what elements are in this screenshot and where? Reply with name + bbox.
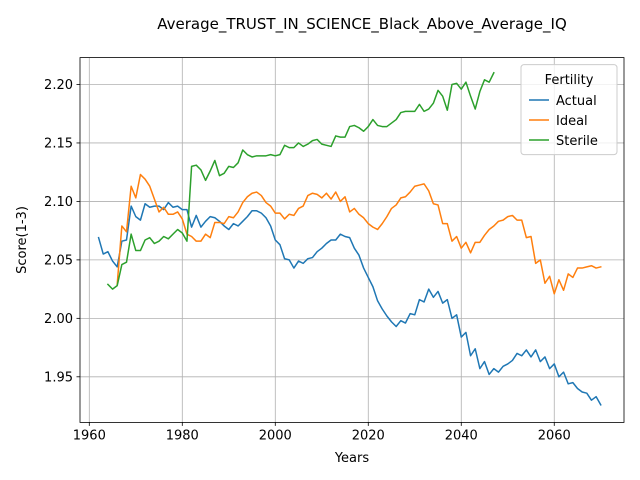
y-axis: 1.95 2.00 2.05 2.10 2.15 2.20 <box>44 78 80 385</box>
x-tick-label: 2040 <box>445 428 478 443</box>
x-tick-label: 2000 <box>259 428 292 443</box>
y-tick-label: 2.05 <box>44 253 73 268</box>
y-tick-label: 2.00 <box>44 312 73 327</box>
series-group <box>97 71 602 406</box>
y-tick-label: 1.95 <box>44 370 73 385</box>
x-tick-label: 2020 <box>352 428 385 443</box>
x-axis-label: Years <box>334 451 370 466</box>
legend-box <box>520 64 618 156</box>
series-line-sterile <box>106 71 495 290</box>
y-axis-label: Score(1-3) <box>15 206 30 274</box>
series-line-ideal <box>116 173 602 295</box>
legend-label-sterile: Sterile <box>556 134 598 149</box>
chart-title: Average_TRUST_IN_SCIENCE_Black_Above_Ave… <box>157 15 567 34</box>
legend: Fertility Actual Ideal Sterile <box>520 64 618 156</box>
y-tick-label: 2.15 <box>44 136 73 151</box>
x-tick-label: 1980 <box>166 428 199 443</box>
x-tick-label: 2060 <box>538 428 571 443</box>
x-axis: 1960 1980 2000 2020 2040 2060 <box>73 422 571 443</box>
legend-label-actual: Actual <box>556 94 597 109</box>
series-line-actual <box>97 201 602 406</box>
x-tick-label: 1960 <box>73 428 106 443</box>
y-tick-label: 2.20 <box>44 78 73 93</box>
legend-title: Fertility <box>545 73 594 88</box>
plot-frame <box>79 57 625 423</box>
y-tick-label: 2.10 <box>44 195 73 210</box>
legend-label-ideal: Ideal <box>556 114 588 129</box>
